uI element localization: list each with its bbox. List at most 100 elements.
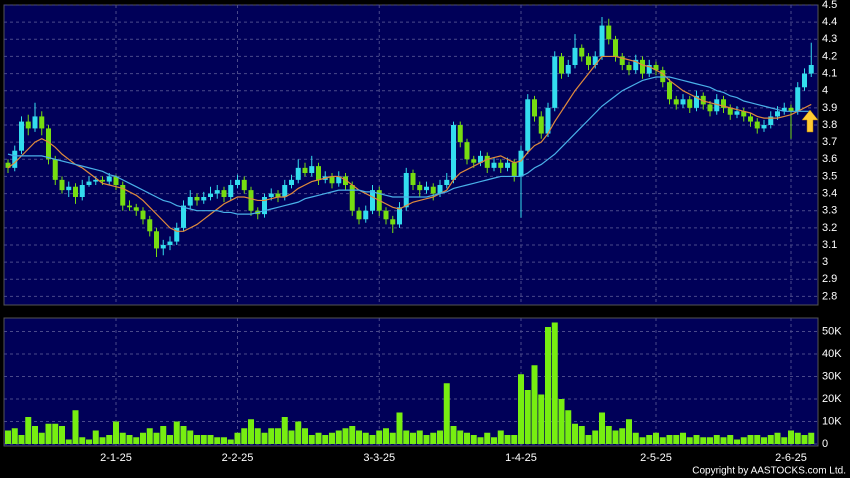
volume-bar [754, 435, 761, 444]
candle-body [46, 128, 51, 160]
volume-bar [457, 430, 464, 444]
candle-body [390, 219, 396, 225]
candle-body [687, 99, 693, 108]
moving-average-line [7, 55, 812, 232]
y-tick-label: 4.2 [822, 50, 837, 62]
y-tick-label: 3.8 [822, 119, 837, 131]
volume-bar [140, 432, 146, 444]
volume-bar [585, 435, 592, 444]
candle-body [471, 159, 477, 163]
candle-body [39, 116, 45, 129]
volume-bar [295, 421, 302, 444]
volume-bar [700, 437, 707, 444]
y-tick-label: 3.5 [822, 170, 837, 182]
volume-bar [194, 435, 200, 444]
volume-bar [484, 432, 491, 444]
volume-bar [113, 421, 119, 444]
x-tick-label: 2-2-25 [222, 452, 254, 464]
volume-bar [79, 437, 86, 444]
candle-body [417, 185, 423, 191]
volume-bar [349, 426, 356, 444]
volume-bar [592, 430, 599, 444]
candle-body [316, 166, 321, 180]
candle-body [734, 111, 740, 115]
volume-bar [180, 426, 187, 444]
volume-bar [342, 428, 349, 444]
candle-body [93, 179, 99, 182]
candle-body [660, 70, 666, 83]
candle-body [498, 162, 504, 168]
volume-bar [72, 410, 79, 444]
candle-body [565, 65, 571, 74]
candle-body [100, 179, 105, 182]
candle-body [680, 99, 686, 105]
y-tick-label: 3.9 [822, 102, 837, 114]
x-tick-label: 2-5-25 [640, 452, 672, 464]
volume-bar [160, 426, 167, 444]
candle-body [289, 179, 294, 185]
candle-body [113, 176, 119, 185]
y-tick-label: 3.6 [822, 153, 837, 165]
volume-bar [288, 430, 295, 444]
candle-body [370, 190, 375, 211]
volume-bar [261, 432, 268, 444]
candle-body [491, 162, 497, 168]
candle-body [437, 185, 443, 194]
candle-body [788, 107, 794, 112]
candle-body [19, 121, 24, 151]
volume-bar [119, 432, 126, 444]
candle-body [214, 190, 220, 194]
candle-body [707, 104, 713, 112]
volume-bar [612, 430, 619, 444]
candle-body [599, 25, 605, 57]
moving-average-line [7, 76, 812, 215]
candle-body [181, 205, 186, 228]
candle-body [241, 179, 247, 191]
volume-bar [45, 423, 52, 444]
volume-bar [524, 390, 531, 444]
volume-bar [693, 435, 700, 444]
volume-bar [362, 432, 369, 444]
volume-bar [511, 435, 518, 444]
volume-bar [740, 437, 747, 444]
volume-bar [531, 365, 538, 444]
candle-body [511, 162, 517, 177]
candle-body [653, 65, 659, 71]
volume-bar [470, 435, 477, 444]
volume-bar [234, 432, 241, 444]
volume-bar [389, 432, 396, 444]
volume-bar [430, 432, 437, 444]
volume-bar [767, 435, 774, 444]
candle-body [120, 185, 126, 206]
candle-body [12, 150, 18, 168]
signal-arrow [801, 109, 819, 133]
volume-bar [92, 430, 99, 444]
volume-tick-label: 30K [822, 370, 842, 382]
candle-body [748, 116, 753, 122]
volume-bar [133, 437, 140, 444]
candle-body [160, 245, 166, 249]
candle-body [147, 219, 153, 232]
volume-bar [686, 437, 693, 444]
candle-body [525, 99, 531, 151]
volume-bar [437, 430, 443, 444]
volume-bar [477, 437, 484, 444]
candle-body [363, 210, 369, 220]
candle-body [106, 176, 112, 182]
candle-body [349, 185, 355, 211]
volume-bar [558, 399, 565, 444]
volume-panel [3, 317, 819, 447]
volume-bar [578, 426, 585, 444]
y-tick-label: 3.4 [822, 187, 837, 199]
y-tick-label: 3.7 [822, 136, 837, 148]
volume-bar [187, 430, 194, 444]
volume-bar [248, 419, 254, 444]
volume-bar [673, 435, 680, 444]
volume-bar [788, 430, 794, 444]
candle-body [86, 181, 92, 185]
volume-bar [727, 435, 734, 444]
candle-body [424, 186, 429, 191]
volume-bar [565, 410, 572, 444]
candle-body [478, 155, 483, 163]
